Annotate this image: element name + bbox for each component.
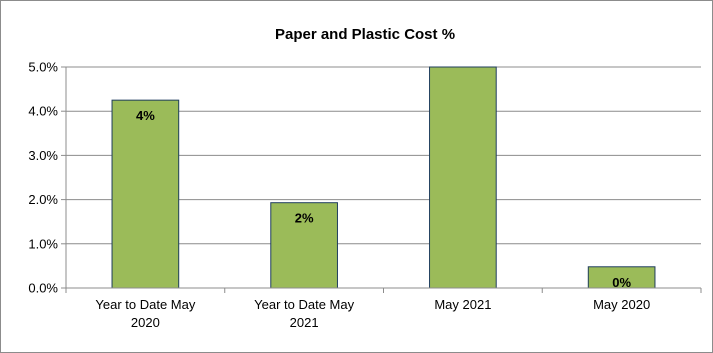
bar [111, 99, 180, 289]
x-category-label: May 2020 [593, 297, 650, 312]
y-tick-label: 4.0% [28, 104, 58, 119]
y-tick-label: 2.0% [28, 192, 58, 207]
x-category-label: Year to Date May [95, 297, 195, 312]
bar [429, 66, 497, 289]
data-labels: 4% 2% 0% [136, 108, 631, 290]
axes [65, 67, 702, 293]
y-tick-labels: 0.0% 1.0% 2.0% 3.0% 4.0% 5.0% [28, 60, 58, 296]
y-tick-label: 3.0% [28, 148, 58, 163]
y-tick-label: 1.0% [28, 236, 58, 251]
x-category-labels: Year to Date May 2020 Year to Date May 2021… [95, 297, 650, 330]
x-category-label: 2021 [290, 315, 319, 330]
y-tick-label: 0.0% [28, 281, 58, 296]
bar [270, 202, 338, 289]
x-category-label: Year to Date May [254, 297, 354, 312]
x-category-label: May 2021 [434, 297, 491, 312]
x-category-label: 2020 [131, 315, 160, 330]
bars [111, 66, 656, 289]
data-label: 0% [612, 275, 631, 290]
chart-title: Paper and Plastic Cost % [275, 26, 455, 43]
y-tick-label: 5.0% [28, 60, 58, 75]
data-label: 4% [136, 108, 155, 123]
data-label: 2% [295, 211, 314, 226]
